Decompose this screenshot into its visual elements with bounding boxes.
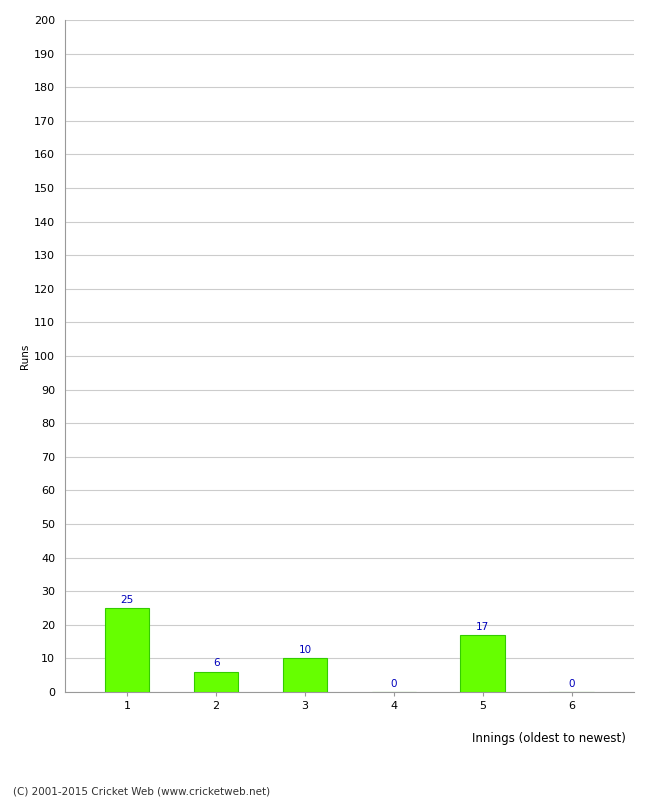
Text: 25: 25	[121, 594, 134, 605]
Bar	[460, 635, 505, 692]
Text: 17: 17	[476, 622, 489, 631]
Text: 0: 0	[568, 678, 575, 689]
Y-axis label: Runs: Runs	[20, 343, 30, 369]
Bar	[105, 608, 150, 692]
Text: 6: 6	[213, 658, 220, 669]
X-axis label: Innings (oldest to newest): Innings (oldest to newest)	[471, 732, 625, 746]
Text: 10: 10	[298, 645, 311, 655]
Bar	[283, 658, 327, 692]
Text: (C) 2001-2015 Cricket Web (www.cricketweb.net): (C) 2001-2015 Cricket Web (www.cricketwe…	[13, 786, 270, 796]
Text: 0: 0	[391, 678, 397, 689]
Bar	[194, 672, 239, 692]
